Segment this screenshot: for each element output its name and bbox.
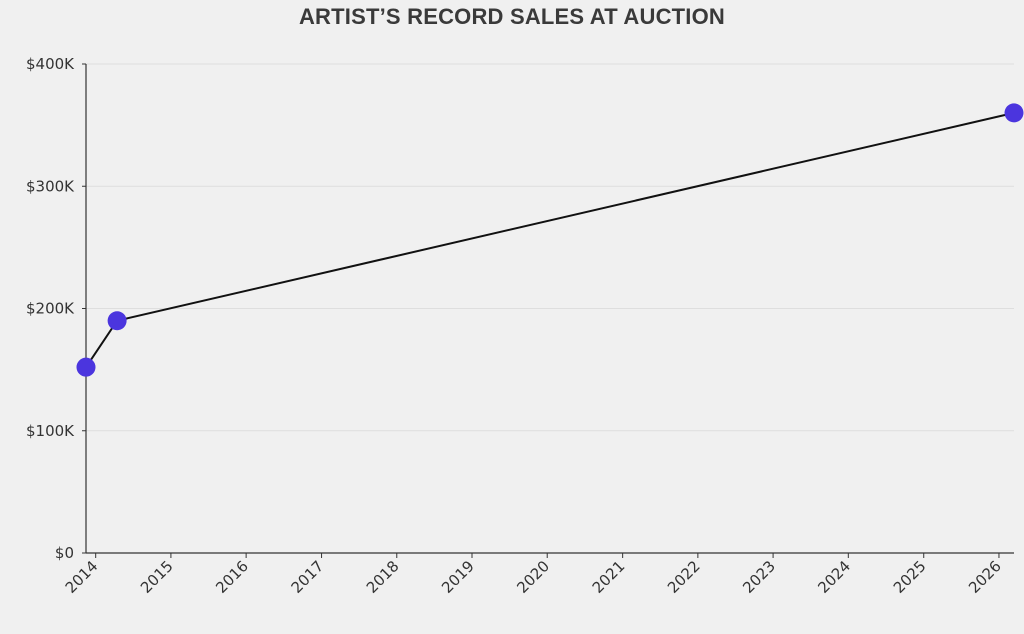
y-tick-labels: $0 $100K $200K $300K $400K [26,55,75,562]
x-tick-label: 2020 [513,557,553,597]
data-point[interactable] [1004,103,1024,123]
data-point[interactable] [76,357,96,377]
y-tick-label: $300K [26,177,75,195]
x-tick-label: 2023 [739,557,779,597]
data-point[interactable] [107,311,127,331]
x-tick-label: 2016 [212,557,252,597]
x-tick-label: 2021 [589,557,629,597]
data-points [76,103,1024,377]
grid-lines [86,63,1014,432]
x-tick-label: 2014 [62,557,102,597]
x-tick-label: 2026 [965,557,1005,597]
x-tick-labels: 2014 2015 2016 2017 2018 2019 2020 2021 2022 2023… [62,557,1005,597]
series-polyline [85,111,1015,368]
y-tick-label: $400K [26,55,75,73]
y-tick-label: $0 [55,544,74,562]
x-tick-label: 2024 [814,557,854,597]
x-tick-label: 2018 [363,557,403,597]
x-tick-label: 2019 [438,557,478,597]
series-line [85,111,1015,368]
x-tick-label: 2015 [137,557,177,597]
y-tick-label: $100K [26,422,75,440]
axes [82,63,1014,558]
x-tick-label: 2017 [288,557,328,597]
y-tick-label: $200K [26,300,75,318]
x-tick-label: 2022 [664,557,704,597]
x-tick-label: 2025 [890,557,930,597]
chart-title: ARTIST’S RECORD SALES AT AUCTION [298,4,726,29]
